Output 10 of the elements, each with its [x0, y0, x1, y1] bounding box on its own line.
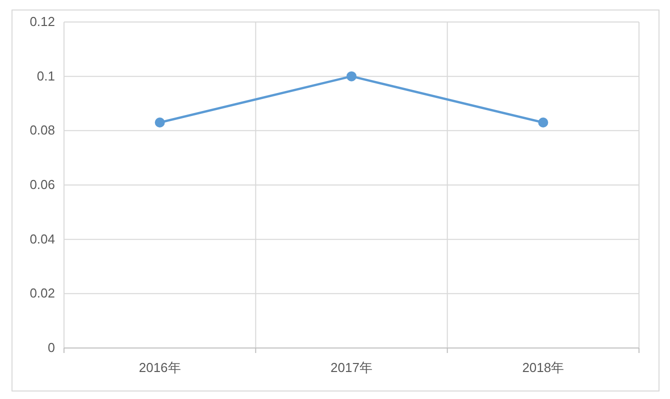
y-tick-label: 0.04	[30, 231, 55, 246]
y-tick-label: 0.12	[30, 14, 55, 29]
x-tick-label: 2016年	[138, 360, 181, 375]
y-tick-label: 0.08	[30, 122, 55, 138]
y-tick-label: 0	[48, 340, 55, 355]
y-tick-label: 0.02	[30, 286, 55, 301]
x-tick-label: 2017年	[330, 360, 372, 375]
x-tick-label: 2018年	[522, 360, 564, 375]
y-tick-label: 0.1	[36, 68, 55, 84]
y-tick-label: 0.06	[30, 177, 55, 192]
